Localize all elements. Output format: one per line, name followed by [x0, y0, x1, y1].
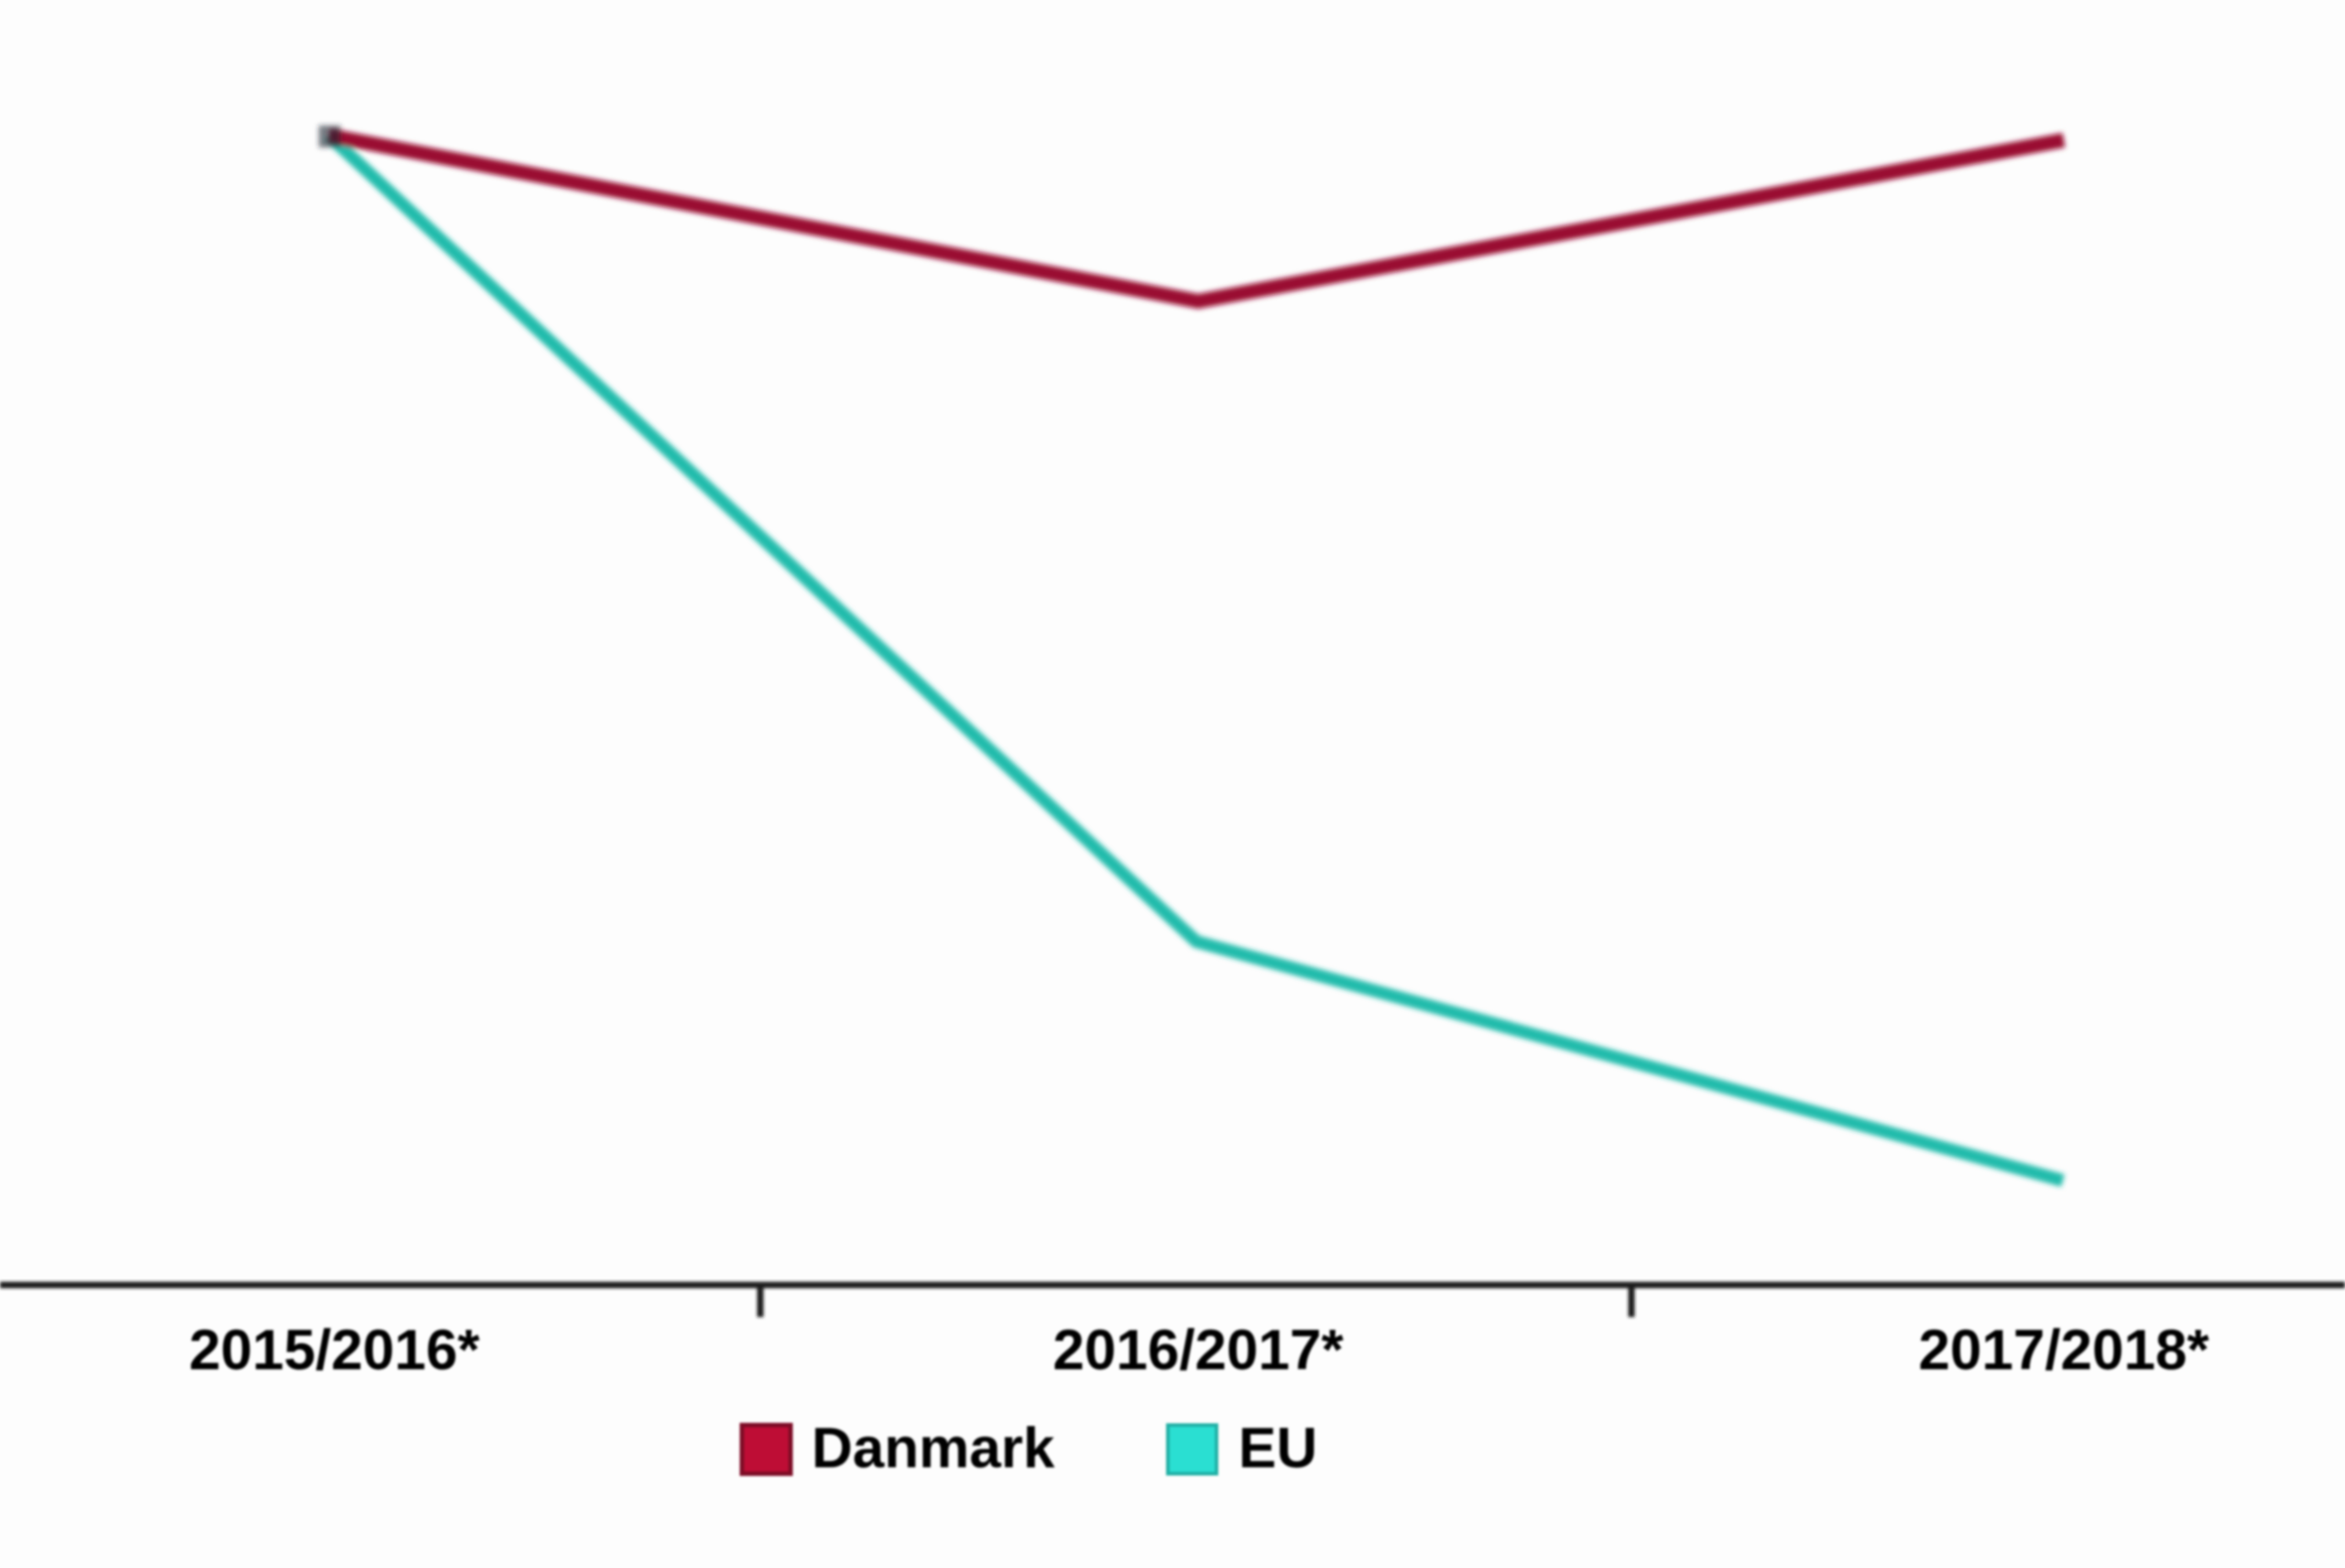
- svg-text:EU: EU: [1238, 1417, 1317, 1480]
- svg-text:Danmark: Danmark: [812, 1417, 1055, 1480]
- svg-text:2015/2016*: 2015/2016*: [189, 1319, 480, 1382]
- svg-text:2017/2018*: 2017/2018*: [1918, 1319, 2209, 1382]
- svg-text:2016/2017*: 2016/2017*: [1053, 1319, 1344, 1382]
